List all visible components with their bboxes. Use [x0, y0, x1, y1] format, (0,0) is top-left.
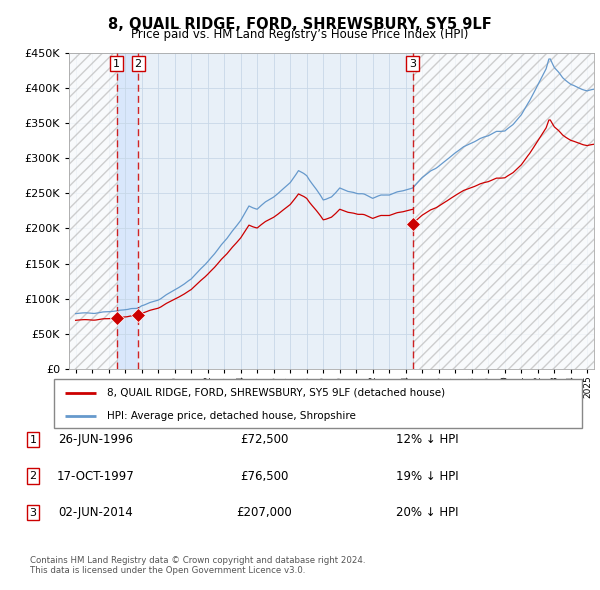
Bar [413, 53, 594, 369]
Text: This data is licensed under the Open Government Licence v3.0.: This data is licensed under the Open Gov… [30, 566, 305, 575]
Text: £72,500: £72,500 [240, 433, 288, 446]
Text: 02-JUN-2014: 02-JUN-2014 [59, 506, 133, 519]
Text: 3: 3 [409, 58, 416, 68]
Text: 19% ↓ HPI: 19% ↓ HPI [396, 470, 458, 483]
Text: 1: 1 [113, 58, 120, 68]
Text: Price paid vs. HM Land Registry’s House Price Index (HPI): Price paid vs. HM Land Registry’s House … [131, 28, 469, 41]
Text: £207,000: £207,000 [236, 506, 292, 519]
Text: 1: 1 [29, 435, 37, 444]
Bar [69, 53, 117, 369]
Text: 12% ↓ HPI: 12% ↓ HPI [396, 433, 458, 446]
Text: 8, QUAIL RIDGE, FORD, SHREWSBURY, SY5 9LF (detached house): 8, QUAIL RIDGE, FORD, SHREWSBURY, SY5 9L… [107, 388, 445, 398]
Bar [117, 53, 138, 369]
Text: 26-JUN-1996: 26-JUN-1996 [59, 433, 133, 446]
Text: 2: 2 [29, 471, 37, 481]
Text: Contains HM Land Registry data © Crown copyright and database right 2024.: Contains HM Land Registry data © Crown c… [30, 556, 365, 565]
Text: 2: 2 [134, 58, 142, 68]
Text: 8, QUAIL RIDGE, FORD, SHREWSBURY, SY5 9LF: 8, QUAIL RIDGE, FORD, SHREWSBURY, SY5 9L… [108, 17, 492, 31]
Text: HPI: Average price, detached house, Shropshire: HPI: Average price, detached house, Shro… [107, 411, 356, 421]
Text: 20% ↓ HPI: 20% ↓ HPI [396, 506, 458, 519]
Text: £76,500: £76,500 [240, 470, 288, 483]
Text: 3: 3 [29, 508, 37, 517]
Text: 17-OCT-1997: 17-OCT-1997 [57, 470, 135, 483]
